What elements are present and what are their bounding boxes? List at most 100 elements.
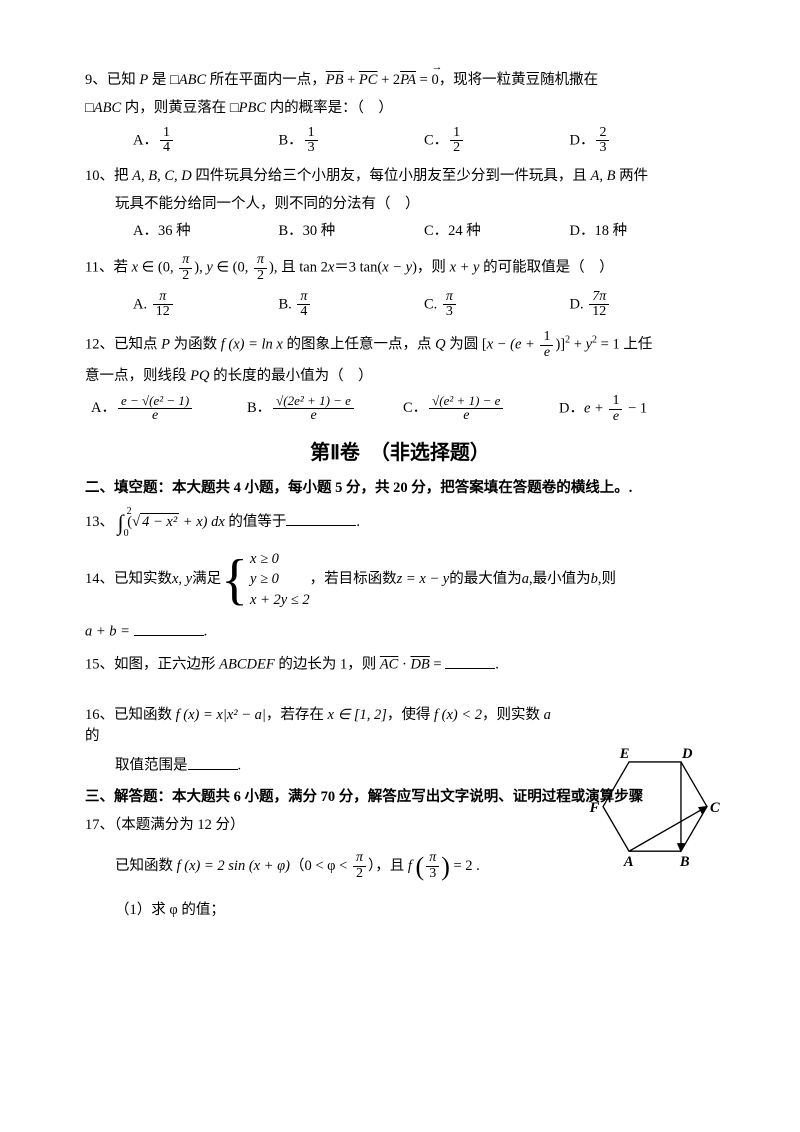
q12-optA[interactable]: A． [91,400,116,416]
q13-blank[interactable] [286,510,356,526]
q10-optC[interactable]: C．24 种 [424,221,570,243]
q12-fx: f (x) = ln x [221,336,283,352]
q11-optC[interactable]: C. [424,296,441,312]
q9-optC[interactable]: C． [424,132,448,148]
q9-t3: 所在平面内一点， [206,72,326,88]
q12-An: e − √(e² − 1) [118,394,192,409]
q14-ab: a + b = [85,624,134,640]
q11-Dd: 12 [589,305,609,320]
q9-PBC: PBC [239,100,266,116]
q9-eq: = [416,72,431,88]
q16-a: a [544,707,551,723]
q17-t3: ），且 [368,858,408,874]
q9-PC: PC [359,72,378,88]
q11-in1: ∈ (0, [138,260,177,276]
q9-optD[interactable]: D． [570,132,595,148]
q11-eq: ＝ [334,260,349,276]
q15-hex: ABCDEF [219,657,275,673]
q16-l2: 取值范围是 [115,758,188,774]
q9-num: 9、 [85,72,107,88]
q17-l1: （本题满分为 12 分） [114,817,245,833]
q12-optB[interactable]: B． [247,400,271,416]
q14-t4: 的最大值为 [449,569,522,591]
q10-t2: 四件玩具分给三个小朋友，每位小朋友至少分到一件玩具，且 [192,168,591,184]
brace-icon: { [221,552,248,608]
q14-num: 14、 [85,569,114,591]
q9-ABC2: ABC [94,100,121,116]
q11-optA[interactable]: A. [133,296,151,312]
q16-blank[interactable] [188,754,238,770]
q9-A-num: 1 [160,126,173,142]
q9-p2: + 2 [377,72,400,88]
q12-plus: + [570,336,585,352]
q17-pi: π [353,851,366,867]
fill-head: 二、填空题：本大题共 4 小题，每小题 5 分，共 20 分，把答案填在答题卷的… [85,478,715,500]
q14-t1: 已知实数 [114,569,172,591]
rparen-icon: ) [441,852,450,881]
q16-xin: x ∈ [1, 2] [328,707,387,723]
q16-t4: ，则实数 [482,707,544,723]
q9-B-num: 1 [305,126,318,142]
q12-t3: 的图象上任意一点，点 [283,336,435,352]
q11-optD[interactable]: D. [570,296,588,312]
q15-num: 15、 [85,657,114,673]
q12-fd: e [540,346,553,361]
q12-Dd: e [609,410,622,425]
q9-optA[interactable]: A． [133,132,158,148]
q15-tail: . [495,657,499,673]
q14-c1: x ≥ 0 [250,549,310,569]
q12-options: A．e − √(e² − 1)e B．√(2e² + 1) − ee C．√(e… [85,394,715,424]
q16-fx: f (x) = x|x² − a| [176,707,266,723]
q16-t1: 已知函数 [114,707,176,723]
q13-hi: 2 [127,504,132,519]
q9-optB[interactable]: B． [279,132,303,148]
label-D: D [681,746,693,762]
q13-lo: 0 [124,526,129,541]
q14-c3: x + 2y ≤ 2 [250,590,310,610]
q16-t5: 的 [85,728,100,744]
q14-blank[interactable] [134,620,204,636]
q16-t3: ，使得 [387,707,434,723]
q10-options: A．36 种 B．30 种 C．24 种 D．18 种 [85,221,715,243]
q15-blank[interactable] [445,653,495,669]
q9-D-num: 2 [596,126,609,142]
q10-optD[interactable]: D．18 种 [570,221,716,243]
q15-DB: DB [410,657,429,673]
q9-D-den: 3 [596,141,609,156]
q12-optD[interactable]: D． [559,401,584,417]
label-F: F [589,800,600,816]
q12-Dn: 1 [609,394,622,410]
q17-two: 2 [353,867,366,882]
q12-Bd: e [273,409,354,424]
q11-optB[interactable]: B. [279,296,296,312]
q12-fn: 1 [540,330,553,346]
label-E: E [619,746,630,762]
hexagon-diagram: A B C D E F [585,737,725,872]
q12-PQ: PQ [190,368,209,384]
q10-optA[interactable]: A．36 种 [133,221,279,243]
q11-xmy: x − y [382,260,412,276]
vector-AC [629,807,707,852]
q11-two1: 2 [179,269,192,284]
q12-optC[interactable]: C． [403,400,427,416]
q11-three: 3 tan( [349,260,382,276]
q12-t4: 为圆 [ [446,336,487,352]
section2-title: 第Ⅱ卷 （非选择题） [85,438,715,468]
q15-dot: · [398,657,410,673]
q11-in2b: ), 且 tan 2 [269,260,328,276]
q14-xy: x, y [172,569,192,591]
q10-num: 10、 [85,168,114,184]
q10-AB: A, B [590,168,615,184]
q9-t2: 是 □ [148,72,179,88]
q12-Cn: √(e² + 1) − e [429,394,503,409]
q10-t3: 两件 [615,168,648,184]
q9-PB: PB [326,72,344,88]
q17-f: f [408,858,412,874]
q11-pi1: π [179,253,192,269]
q11-num: 11、 [85,260,113,276]
label-B: B [679,854,690,870]
hexagon-shape [603,762,707,851]
q9-t7: 内的概率是：（ ） [266,100,393,116]
q10-optB[interactable]: B．30 种 [279,221,425,243]
q15-t2: 的边长为 1，则 [275,657,380,673]
